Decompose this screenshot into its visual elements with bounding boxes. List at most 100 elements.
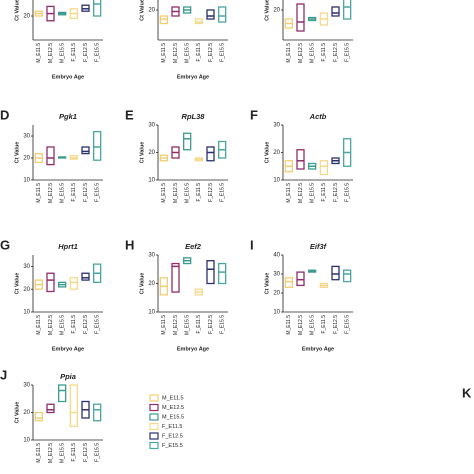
range-bar [58, 384, 67, 403]
x-tick-label: F_E12.5 [333, 315, 339, 334]
y-axis-label: Ct Value [139, 0, 145, 21]
x-tick-label: M_E11.5 [286, 183, 292, 203]
x-tick-label: F_E11.5 [196, 315, 202, 334]
panel-label: F [250, 107, 258, 122]
range-bar [69, 277, 78, 290]
legend-label: M_E12.5 [162, 405, 184, 411]
x-tick-label: M_E15.5 [309, 43, 315, 63]
x-tick-label: F_E11.5 [71, 443, 77, 462]
x-axis-label: Embryo Age [177, 346, 209, 352]
x-tick-label: F_E12.5 [333, 43, 339, 62]
x-tick-label: M_E11.5 [286, 43, 292, 63]
x-tick-label: F_E11.5 [71, 43, 77, 62]
x-tick-label: F_E15.5 [219, 183, 225, 202]
range-bar [206, 146, 215, 162]
range-bar [284, 277, 293, 288]
legend-swatch [149, 413, 159, 421]
range-bar [183, 132, 192, 151]
range-bar [296, 271, 305, 287]
range-bar [296, 3, 305, 32]
y-tick-label: 20 [23, 156, 30, 162]
y-tick-label: 20 [23, 14, 30, 20]
x-tick-label: M_E12.5 [173, 183, 179, 203]
y-tick-label: 30 [148, 123, 155, 129]
x-tick-label: M_E15.5 [184, 315, 190, 335]
y-tick-label: 10 [148, 310, 155, 316]
x-tick-label: F_E12.5 [83, 183, 89, 202]
y-tick-label: 20 [148, 8, 155, 14]
x-tick-label: F_E15.5 [94, 315, 100, 334]
x-tick-label: F_E15.5 [219, 315, 225, 334]
x-tick-label: F_E12.5 [83, 443, 89, 462]
x-tick-label: F_E12.5 [208, 43, 214, 62]
range-bar [343, 269, 352, 283]
x-tick-label: F_E15.5 [344, 43, 350, 62]
chart-title: Eif3f [310, 242, 328, 251]
y-tick-label: 10 [23, 438, 30, 444]
y-tick-label: 30 [273, 272, 280, 278]
range-bar [81, 272, 90, 281]
chart-title: Hprt1 [58, 242, 78, 251]
y-tick-label: 20 [148, 150, 155, 156]
range-bar [296, 149, 305, 170]
y-tick-label: 30 [23, 264, 30, 270]
range-bar [34, 411, 43, 422]
legend-label: M_E11.5 [162, 395, 184, 401]
x-tick-label: M_E15.5 [309, 315, 315, 335]
x-tick-label: M_E12.5 [48, 43, 54, 63]
x-tick-label: M_E12.5 [298, 43, 304, 63]
x-tick-label: M_E11.5 [36, 315, 42, 335]
chart-title: Eef2 [185, 242, 202, 251]
x-axis-label: Embryo Age [302, 346, 334, 352]
x-tick-label: F_E12.5 [208, 183, 214, 202]
x-tick-label: F_E15.5 [94, 443, 100, 462]
x-tick-label: M_E12.5 [48, 443, 54, 463]
range-bar [93, 0, 102, 17]
range-bar [81, 146, 90, 155]
legend-swatch [149, 422, 159, 431]
chart-title: RpL38 [182, 112, 206, 121]
x-tick-label: M_E15.5 [59, 183, 65, 203]
range-bar [171, 262, 180, 293]
y-tick-label: 30 [148, 253, 155, 259]
chart-title: Pgk1 [59, 112, 77, 121]
x-tick-label: M_E11.5 [36, 183, 42, 203]
x-tick-label: F_E15.5 [344, 315, 350, 334]
x-tick-label: F_E15.5 [219, 43, 225, 62]
x-tick-label: M_E12.5 [298, 315, 304, 335]
x-tick-label: M_E12.5 [48, 315, 54, 335]
x-tick-label: F_E12.5 [333, 183, 339, 202]
legend-swatch [149, 441, 159, 450]
x-tick-label: F_E12.5 [208, 315, 214, 334]
y-tick-label: 40 [273, 253, 280, 259]
panel-label: I [250, 237, 254, 252]
x-tick-label: F_E15.5 [94, 183, 100, 202]
x-tick-label: F_E11.5 [321, 315, 327, 334]
legend-label: M_E15.5 [162, 414, 184, 420]
range-bar [93, 403, 102, 422]
x-axis-label: Embryo Age [177, 74, 209, 80]
y-tick-label: 10 [273, 310, 280, 316]
range-bar [343, 0, 352, 20]
x-tick-label: F_E11.5 [71, 183, 77, 202]
y-tick-label: 30 [273, 123, 280, 129]
y-axis-label: Ct Value [14, 142, 20, 164]
x-tick-label: F_E11.5 [321, 183, 327, 202]
x-tick-label: M_E15.5 [59, 315, 65, 335]
legend-label: F_E12.5 [162, 433, 183, 439]
x-tick-label: M_E15.5 [59, 443, 65, 463]
chart-title: Actb [309, 112, 327, 121]
y-tick-label: 20 [273, 150, 280, 156]
y-axis-label: Ct Value [139, 142, 145, 164]
y-tick-label: 10 [23, 178, 30, 184]
y-tick-label: 10 [148, 178, 155, 184]
x-tick-label: F_E12.5 [83, 315, 89, 334]
range-bar [46, 146, 55, 166]
y-tick-label: 30 [23, 383, 30, 389]
x-tick-label: M_E11.5 [161, 43, 167, 63]
panel-label: J [0, 367, 7, 382]
range-bar [331, 265, 340, 281]
panel-label: E [125, 107, 134, 122]
